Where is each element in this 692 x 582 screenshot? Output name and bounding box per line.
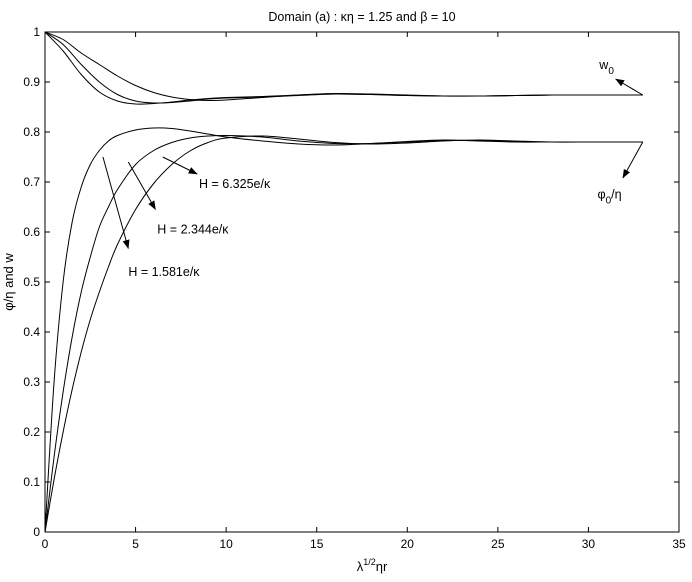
y-tick-label: 0.3 — [23, 375, 40, 389]
series-line-w-1 — [44, 31, 643, 102]
annotation-label-sub: 0 — [608, 66, 614, 77]
annotation-arrow-H3 — [102, 156, 130, 249]
annotation-label-base: w — [598, 58, 609, 72]
series-line-phi-6 — [44, 135, 643, 533]
x-tick-label: 25 — [491, 537, 505, 551]
annotation-label-w0: w0 — [598, 58, 614, 77]
y-tick-label: 0.8 — [23, 125, 40, 139]
x-tick-label: 30 — [582, 537, 596, 551]
y-tick-label: 0.6 — [23, 225, 40, 239]
y-tick-label: 0.5 — [23, 275, 40, 289]
x-tick-label: 10 — [219, 537, 233, 551]
annotation-label-H3: H = 1.581e/κ — [128, 265, 200, 279]
x-axis-label-rest: ηr — [376, 559, 388, 574]
annotation-arrow-w0 — [615, 78, 644, 96]
series-line-phi-5 — [44, 134, 643, 533]
y-tick-label: 0.4 — [23, 325, 40, 339]
series-line-w-3 — [44, 31, 643, 105]
annotation-label-sub: 0 — [606, 196, 612, 207]
y-axis-label: φ/η and w — [1, 253, 16, 311]
x-tick-label: 0 — [42, 537, 49, 551]
annotation-label-H1: H = 6.325e/κ — [199, 177, 271, 191]
annotation-arrow-phi0 — [622, 141, 644, 179]
x-axis-label: λ1/2ηr — [357, 557, 388, 574]
series-line-w-2 — [44, 31, 643, 104]
y-tick-label: 1 — [33, 25, 40, 39]
x-axis-label-base: λ — [357, 559, 364, 574]
annotation-label-base: φ — [597, 188, 605, 202]
x-axis-label-sup: 1/2 — [363, 557, 376, 567]
annotation-label-phi0: φ0/η — [597, 188, 621, 207]
y-tick-label: 0.1 — [23, 475, 40, 489]
chart-title: Domain (a) : κη = 1.25 and β = 10 — [268, 10, 455, 24]
y-tick-label: 0 — [33, 525, 40, 539]
x-tick-label: 20 — [401, 537, 415, 551]
series-line-phi-4 — [44, 127, 643, 533]
y-tick-label: 0.2 — [23, 425, 40, 439]
annotation-label-H2: H = 2.344e/κ — [157, 223, 229, 237]
x-tick-label: 5 — [132, 537, 139, 551]
x-tick-label: 35 — [672, 537, 686, 551]
x-tick-label: 15 — [310, 537, 324, 551]
y-tick-label: 0.7 — [23, 175, 40, 189]
annotation-arrow-H1 — [162, 156, 198, 175]
plot-area-frame — [44, 31, 680, 533]
annotation-label-rest: /η — [611, 188, 621, 202]
y-tick-label: 0.9 — [23, 75, 40, 89]
annotation-arrow-H2 — [127, 161, 156, 210]
